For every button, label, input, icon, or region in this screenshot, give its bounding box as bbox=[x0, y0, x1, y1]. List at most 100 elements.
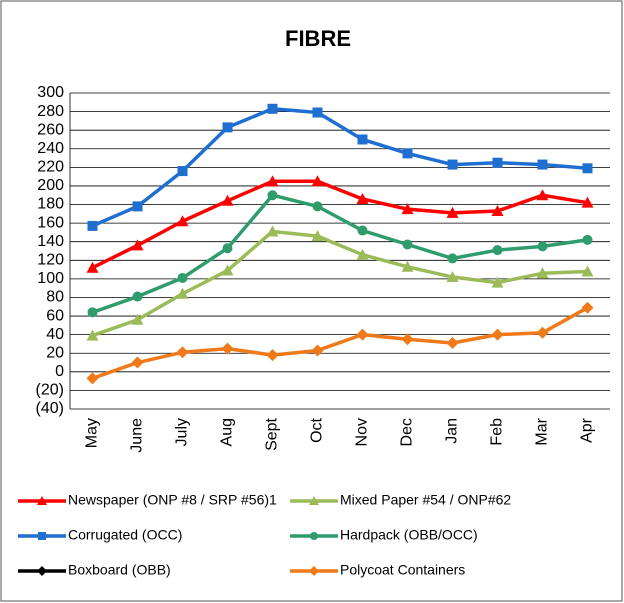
y-tick-label: 180 bbox=[37, 196, 64, 213]
marker bbox=[356, 328, 369, 341]
marker bbox=[402, 148, 413, 159]
marker bbox=[267, 103, 278, 114]
marker bbox=[492, 245, 503, 256]
marker bbox=[131, 239, 144, 251]
y-tick-label: 220 bbox=[37, 159, 64, 176]
y-tick-label: 200 bbox=[37, 177, 64, 194]
marker bbox=[537, 241, 548, 252]
legend-text: Corrugated (OCC) bbox=[68, 527, 182, 543]
y-tick-label: (20) bbox=[36, 382, 64, 399]
marker bbox=[132, 291, 143, 302]
series-line bbox=[91, 107, 588, 228]
marker bbox=[177, 166, 188, 177]
y-tick-label: (40) bbox=[36, 400, 64, 417]
y-tick-label: 240 bbox=[37, 140, 64, 157]
legend-text: Newspaper (ONP #8 / SRP #56)1 bbox=[68, 492, 277, 508]
x-tick-label: Oct bbox=[309, 417, 326, 442]
y-tick-label: 280 bbox=[37, 103, 64, 120]
marker bbox=[401, 333, 414, 346]
marker bbox=[536, 267, 549, 279]
y-tick-label: 120 bbox=[37, 252, 64, 269]
marker bbox=[491, 276, 504, 288]
y-tick-label: 80 bbox=[46, 289, 64, 306]
marker bbox=[37, 496, 47, 505]
series-line bbox=[91, 179, 588, 270]
marker bbox=[177, 272, 188, 283]
marker bbox=[309, 566, 319, 576]
marker bbox=[536, 326, 549, 339]
series-line bbox=[91, 193, 588, 314]
marker bbox=[447, 159, 458, 170]
y-tick-label: 60 bbox=[46, 307, 64, 324]
marker bbox=[581, 265, 594, 277]
marker bbox=[222, 243, 233, 254]
series-line bbox=[91, 229, 588, 338]
marker bbox=[312, 201, 323, 212]
marker bbox=[311, 230, 324, 242]
y-tick-label: 140 bbox=[37, 233, 64, 250]
marker bbox=[492, 157, 503, 168]
chart-title: FIBRE bbox=[285, 26, 351, 51]
y-tick-label: 100 bbox=[37, 270, 64, 287]
marker bbox=[86, 261, 99, 273]
marker bbox=[87, 220, 98, 231]
marker bbox=[311, 175, 324, 187]
x-tick-label: June bbox=[129, 418, 146, 453]
x-tick-label: Feb bbox=[489, 418, 506, 446]
marker bbox=[86, 329, 99, 341]
x-tick-label: May bbox=[84, 418, 101, 448]
x-tick-label: Apr bbox=[579, 417, 596, 443]
legend-text: Polycoat Containers bbox=[340, 562, 465, 578]
x-tick-label: Aug bbox=[219, 418, 236, 446]
marker bbox=[266, 349, 279, 362]
marker bbox=[536, 189, 549, 201]
marker bbox=[176, 346, 189, 359]
marker bbox=[446, 206, 459, 218]
marker bbox=[537, 159, 548, 170]
y-tick-label: 0 bbox=[55, 363, 64, 380]
marker bbox=[401, 260, 414, 272]
marker bbox=[312, 107, 323, 118]
marker bbox=[491, 205, 504, 217]
marker bbox=[266, 225, 279, 237]
y-tick-label: 260 bbox=[37, 121, 64, 138]
marker bbox=[446, 271, 459, 283]
marker bbox=[401, 203, 414, 215]
marker bbox=[267, 190, 278, 201]
x-tick-label: Nov bbox=[354, 418, 371, 446]
marker bbox=[356, 192, 369, 204]
marker bbox=[131, 313, 144, 325]
marker bbox=[176, 215, 189, 227]
marker bbox=[38, 532, 46, 540]
marker bbox=[446, 337, 459, 350]
y-tick-label: 160 bbox=[37, 214, 64, 231]
marker bbox=[221, 264, 234, 276]
marker bbox=[221, 194, 234, 206]
y-tick-label: 20 bbox=[46, 344, 64, 361]
marker bbox=[581, 301, 594, 314]
x-tick-label: Dec bbox=[399, 418, 416, 446]
marker bbox=[132, 201, 143, 212]
y-tick-label: 300 bbox=[37, 84, 64, 101]
marker bbox=[581, 196, 594, 208]
marker bbox=[221, 342, 234, 355]
marker bbox=[87, 307, 98, 318]
x-tick-label: Sept bbox=[264, 417, 281, 450]
marker bbox=[222, 122, 233, 133]
y-tick-label: 40 bbox=[46, 326, 64, 343]
marker bbox=[582, 234, 593, 245]
marker bbox=[311, 344, 324, 357]
marker bbox=[266, 175, 279, 187]
marker bbox=[37, 566, 47, 576]
marker bbox=[357, 225, 368, 236]
x-tick-label: July bbox=[174, 418, 191, 446]
x-tick-label: Jan bbox=[444, 418, 461, 444]
legend-text: Mixed Paper #54 / ONP#62 bbox=[340, 492, 511, 508]
marker bbox=[310, 532, 318, 540]
marker bbox=[131, 356, 144, 369]
marker bbox=[447, 253, 458, 264]
marker bbox=[582, 163, 593, 174]
marker bbox=[309, 496, 319, 505]
marker bbox=[86, 372, 99, 385]
